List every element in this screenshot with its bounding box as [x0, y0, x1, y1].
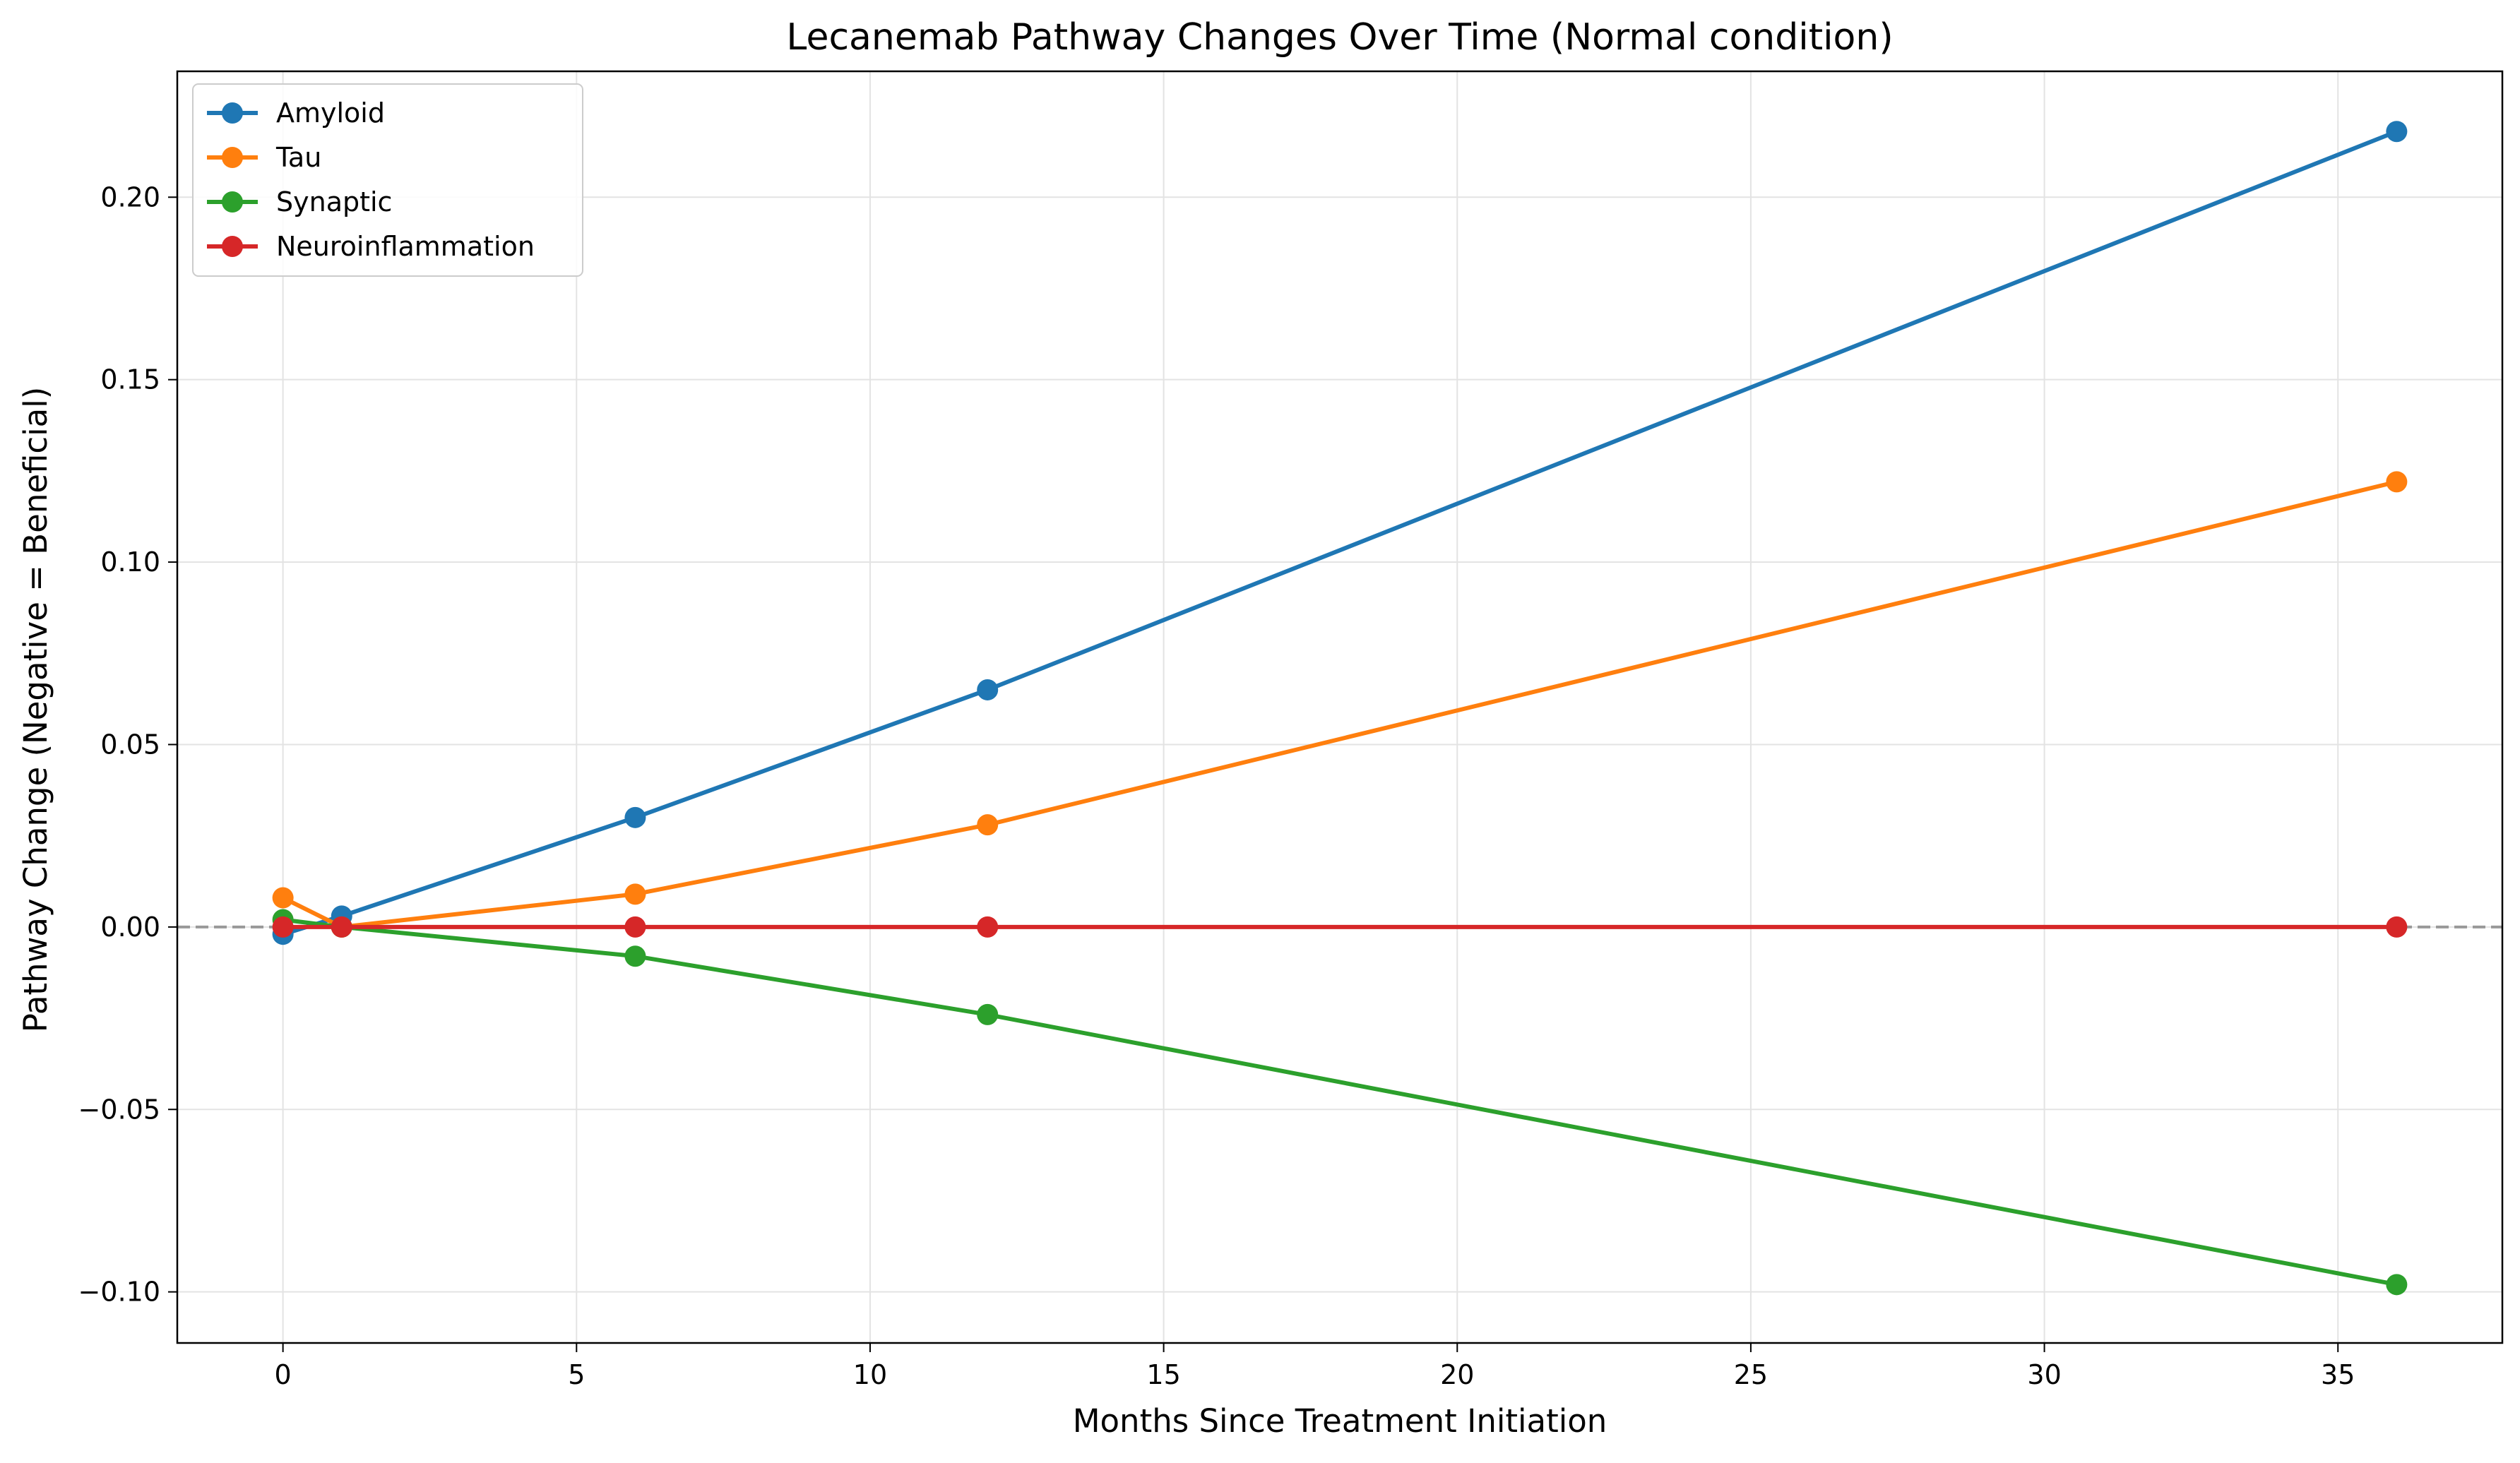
data-point: [977, 1003, 999, 1025]
data-point: [2386, 916, 2408, 938]
x-tick-label: 5: [568, 1359, 585, 1390]
x-tick-label: 25: [1734, 1359, 1768, 1390]
legend-marker: [222, 191, 243, 213]
data-point: [977, 679, 999, 700]
plot-frame: [176, 70, 2504, 1344]
x-axis-label: Months Since Treatment Initiation: [1073, 1402, 1607, 1440]
y-tick-label: 0.05: [100, 729, 160, 760]
legend-marker: [222, 147, 243, 168]
series: [272, 121, 2408, 1296]
data-point: [272, 916, 294, 938]
legend-item: Neuroinflammation: [207, 231, 535, 262]
data-point: [624, 883, 646, 905]
legend-item: Amyloid: [207, 97, 385, 129]
x-axis: 0 5 10 15 20 25 30 35: [275, 1343, 2355, 1390]
legend-label: Amyloid: [276, 97, 385, 129]
legend-label: Synaptic: [276, 186, 392, 217]
data-point: [977, 814, 999, 836]
y-tick-label: 0.10: [100, 547, 160, 578]
legend-label: Neuroinflammation: [276, 231, 535, 262]
y-axis-label: Pathway Change (Negative = Beneficial): [17, 387, 54, 1033]
legend-marker: [222, 102, 243, 124]
y-tick-label: 0.00: [100, 912, 160, 943]
series-neuroinflammation: [272, 916, 2408, 938]
x-tick-label: 35: [2321, 1359, 2355, 1390]
legend-box: [192, 83, 583, 277]
y-tick-label: −0.05: [78, 1094, 160, 1125]
legend: Amyloid Tau Synaptic Neuroinflammation: [192, 83, 583, 277]
data-point: [2386, 121, 2408, 143]
y-tick-label: 0.15: [100, 364, 160, 395]
data-point: [624, 806, 646, 828]
data-point: [272, 887, 294, 909]
data-point: [624, 945, 646, 967]
y-tick-label: 0.20: [100, 181, 160, 213]
x-tick-label: 15: [1146, 1359, 1180, 1390]
legend-label: Tau: [275, 142, 321, 173]
y-axis: −0.10 −0.05 0.00 0.05 0.10 0.15 0.20: [78, 181, 177, 1308]
legend-marker: [222, 236, 243, 257]
data-point: [331, 916, 352, 938]
chart-title: Lecanemab Pathway Changes Over Time (Nor…: [786, 16, 1893, 59]
x-tick-label: 0: [275, 1359, 292, 1390]
legend-item: Synaptic: [207, 186, 392, 217]
x-tick-label: 20: [1440, 1359, 1474, 1390]
data-point: [977, 916, 999, 938]
legend-item: Tau: [207, 142, 321, 173]
y-tick-label: −0.10: [78, 1277, 160, 1308]
data-point: [624, 916, 646, 938]
data-point: [2386, 1274, 2408, 1296]
data-point: [2386, 471, 2408, 493]
x-tick-label: 10: [853, 1359, 887, 1390]
x-tick-label: 30: [2027, 1359, 2061, 1390]
